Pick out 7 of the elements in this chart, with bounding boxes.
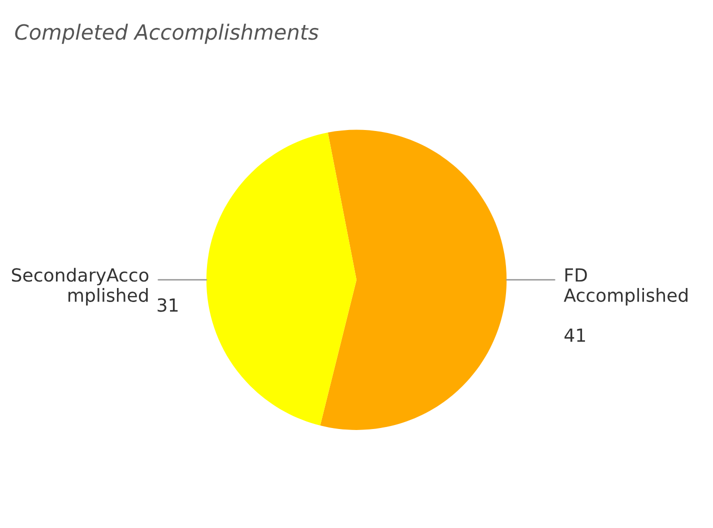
- data-label: 41: [564, 328, 585, 342]
- slice-label: SecondaryAccomplished: [12, 268, 148, 306]
- pie-slice: [206, 132, 356, 426]
- pie-slice: [320, 130, 507, 430]
- data-label: 31: [158, 298, 178, 312]
- slice-label: FD Accomplished: [564, 268, 688, 306]
- chart-title: Completed Accomplishments: [15, 24, 318, 44]
